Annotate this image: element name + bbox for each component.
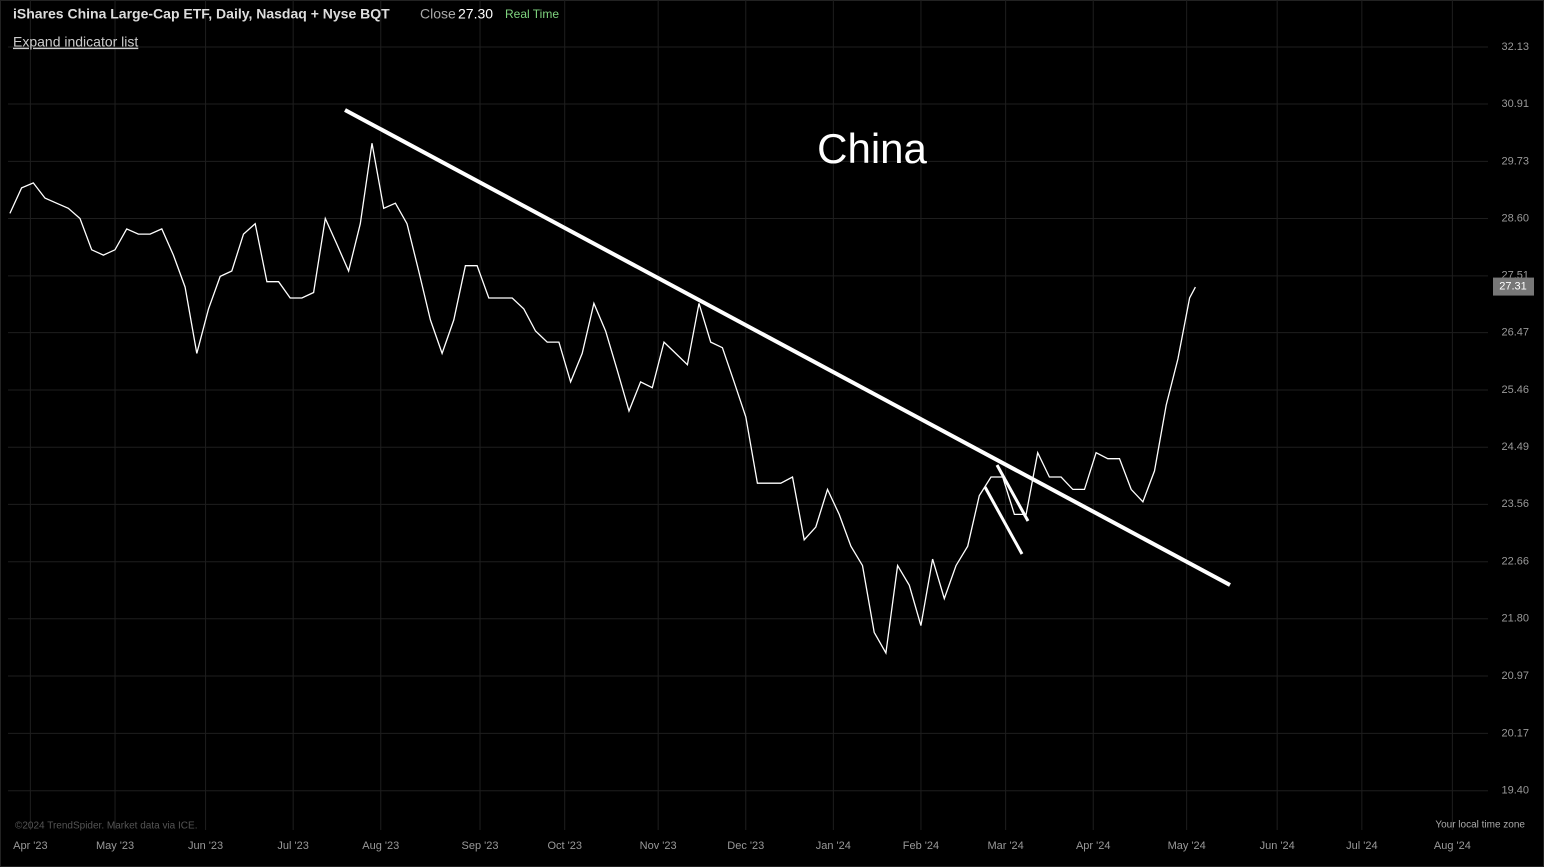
price-line xyxy=(9,143,1196,655)
status: Real Time xyxy=(505,7,559,21)
y-tick-label: 25.46 xyxy=(1501,384,1529,396)
y-tick-label: 30.91 xyxy=(1501,98,1529,110)
x-tick-label: Apr '24 xyxy=(1076,840,1111,852)
expand-indicators[interactable]: Expand indicator list xyxy=(13,34,138,50)
plot xyxy=(9,143,1196,655)
trend-line xyxy=(344,108,1231,587)
flag-line xyxy=(995,464,1030,522)
chart-title: iShares China Large-Cap ETF, Daily, Nasd… xyxy=(13,6,390,22)
y-tick-label: 24.49 xyxy=(1501,441,1529,453)
x-tick-label: Jul '24 xyxy=(1346,840,1377,852)
y-tick-label: 20.17 xyxy=(1501,727,1529,739)
y-tick-label: 28.60 xyxy=(1501,212,1529,224)
flag-line xyxy=(983,486,1024,555)
close-value: 27.30 xyxy=(458,6,493,22)
x-tick-label: Jan '24 xyxy=(816,840,851,852)
y-tick-label: 21.80 xyxy=(1501,613,1529,625)
x-tick-label: Nov '23 xyxy=(640,840,677,852)
x-tick-label: Jun '24 xyxy=(1260,840,1295,852)
x-tick-label: May '23 xyxy=(96,840,134,852)
x-tick-label: Aug '23 xyxy=(362,840,399,852)
x-tick-label: Jun '23 xyxy=(188,840,223,852)
x-tick-label: Feb '24 xyxy=(903,840,939,852)
y-tick-label: 22.66 xyxy=(1501,556,1529,568)
x-tick-label: Apr '23 xyxy=(13,840,48,852)
x-tick-label: Mar '24 xyxy=(987,840,1023,852)
last-price-box xyxy=(1493,277,1534,296)
x-tick-label: Aug '24 xyxy=(1434,840,1471,852)
x-tick-label: Sep '23 xyxy=(462,840,499,852)
timezone: Your local time zone xyxy=(1435,820,1525,831)
last-price-label: 27.31 xyxy=(1499,280,1527,292)
copyright: ©2024 TrendSpider. Market data via ICE. xyxy=(15,821,197,832)
annotation: China xyxy=(817,125,927,172)
y-tick-label: 23.56 xyxy=(1501,498,1529,510)
grid xyxy=(8,0,1488,830)
close-label: Close xyxy=(420,6,456,22)
y-tick-label: 32.13 xyxy=(1501,41,1529,53)
x-tick-label: May '24 xyxy=(1168,840,1206,852)
y-tick-label: 20.97 xyxy=(1501,670,1529,682)
x-tick-label: Jul '23 xyxy=(277,840,308,852)
y-tick-label: 19.40 xyxy=(1501,785,1529,797)
x-tick-label: Dec '23 xyxy=(727,840,764,852)
x-tick-label: Oct '23 xyxy=(547,840,582,852)
y-tick-label: 29.73 xyxy=(1501,155,1529,167)
y-tick-label: 26.47 xyxy=(1501,327,1529,339)
